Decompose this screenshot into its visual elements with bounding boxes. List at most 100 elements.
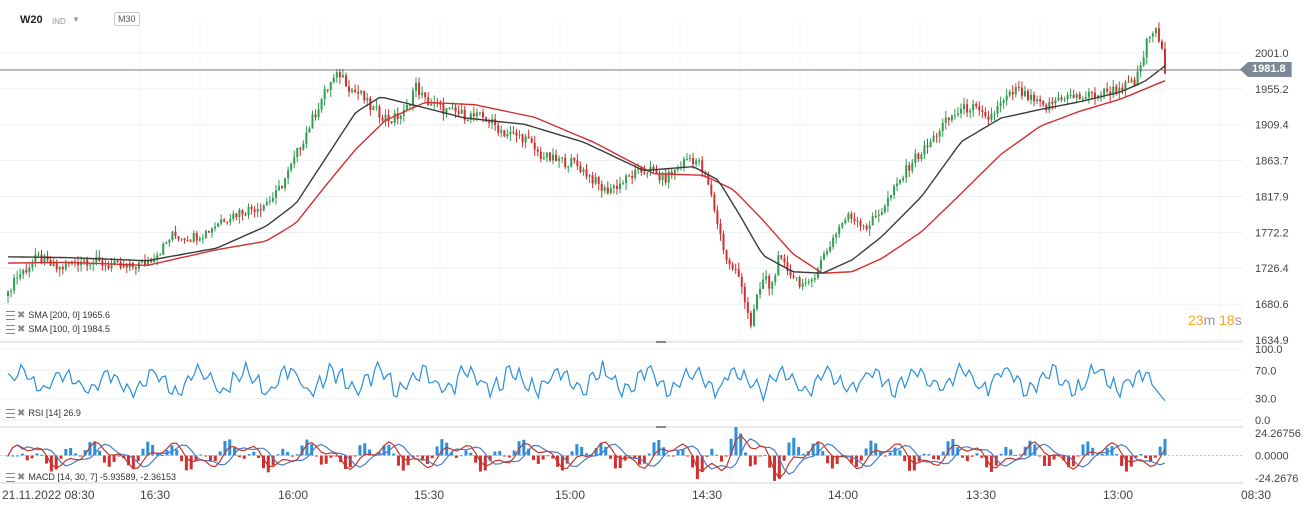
settings-icon[interactable] — [6, 409, 15, 419]
indicator-macd[interactable]: ✖ MACD [14, 30, 7] -5.93589, -2.36153 — [6, 472, 176, 483]
candle-body — [533, 142, 536, 150]
candle-body — [920, 154, 923, 159]
candle-body — [351, 89, 354, 92]
candle-body — [40, 254, 43, 264]
candle-body — [238, 209, 241, 218]
candle-body — [165, 242, 168, 244]
macd-bar — [830, 455, 834, 469]
macd-bar — [208, 455, 212, 462]
candle-body — [1014, 87, 1017, 95]
close-icon[interactable]: ✖ — [17, 408, 26, 419]
symbol-label[interactable]: W20 — [20, 14, 43, 26]
candle-body — [1164, 48, 1166, 74]
macd-axis: 24.26756 0.0000 -24.2676 — [1255, 428, 1301, 485]
macd-bar — [175, 449, 179, 456]
candle-body — [16, 277, 19, 279]
candle-body — [253, 209, 256, 213]
candle-body — [774, 275, 777, 283]
candle-body — [1118, 87, 1121, 93]
macd-bar — [1009, 449, 1013, 456]
close-icon[interactable]: ✖ — [17, 472, 26, 483]
rsi-axis: 100.0 70.0 30.0 0.0 — [1255, 344, 1283, 427]
macd-bar — [170, 445, 174, 456]
macd-bar — [970, 455, 974, 457]
candle-body — [89, 264, 92, 266]
candle-body — [615, 185, 618, 190]
candle-body — [1045, 104, 1048, 111]
candle-body — [1133, 79, 1136, 85]
chevron-down-icon[interactable]: ▼ — [72, 15, 80, 24]
macd-bar — [541, 455, 545, 460]
candle-body — [728, 260, 731, 265]
macd-bar — [989, 455, 993, 472]
macd-bar — [907, 455, 911, 471]
macd-bar — [946, 441, 950, 456]
candle-body — [201, 237, 204, 239]
macd-bar — [575, 444, 579, 456]
macd-bar — [295, 454, 299, 456]
close-icon[interactable]: ✖ — [17, 324, 26, 335]
candle-body — [28, 267, 31, 273]
macd-bar — [922, 453, 926, 456]
candle-body — [326, 89, 329, 91]
settings-icon[interactable] — [6, 311, 15, 321]
macd-bar — [1163, 438, 1167, 456]
macd-bar — [898, 450, 902, 456]
indicator-sma200[interactable]: ✖ SMA [200, 0] 1965.6 — [6, 310, 110, 321]
macd-bar — [705, 455, 709, 457]
macd-bar — [368, 449, 372, 456]
candle-body — [1057, 97, 1060, 101]
candle-body — [969, 110, 972, 113]
candle-body — [746, 302, 749, 313]
candle-body — [664, 173, 667, 183]
candle-body — [847, 213, 850, 220]
candle-body — [899, 180, 902, 184]
macd-bar — [334, 455, 338, 457]
candle-body — [978, 106, 981, 111]
settings-icon[interactable] — [6, 325, 15, 335]
candle-body — [813, 277, 816, 280]
candle-body — [284, 178, 287, 188]
candle-body — [299, 148, 302, 150]
close-icon[interactable]: ✖ — [17, 310, 26, 321]
candle-body — [1130, 79, 1133, 83]
candle-body — [963, 104, 966, 110]
indicator-rsi[interactable]: ✖ RSI [14] 26.9 — [6, 408, 81, 419]
candle-body — [308, 128, 311, 133]
macd-bar — [676, 450, 680, 456]
macd-tick-label: 0.0000 — [1255, 450, 1289, 462]
candle-body — [475, 112, 478, 117]
candle-body — [366, 98, 369, 101]
candle-body — [247, 206, 250, 216]
macd-bar — [801, 453, 805, 456]
candle-body — [37, 254, 40, 256]
settings-icon[interactable] — [6, 473, 15, 483]
candle-body — [685, 158, 688, 160]
macd-bar — [1062, 455, 1066, 461]
candle-body — [719, 223, 722, 235]
macd-bar — [652, 442, 656, 456]
macd-bar — [773, 455, 777, 481]
candle-body — [1066, 94, 1069, 100]
indicator-sma100[interactable]: ✖ SMA [100, 0] 1984.5 — [6, 324, 110, 335]
candle-body — [777, 255, 780, 276]
candle-body — [822, 254, 825, 260]
candle-body — [442, 103, 445, 114]
macd-bar — [748, 455, 752, 467]
macd-bar — [237, 455, 241, 458]
timeframe-selector[interactable]: M30 — [114, 12, 140, 26]
candle-body — [411, 90, 414, 105]
candle-body — [110, 264, 113, 269]
candle-body — [52, 262, 55, 266]
macd-bar — [503, 455, 507, 457]
price-tick-label: 1817.9 — [1255, 191, 1289, 203]
candles — [7, 22, 1166, 329]
candle-body — [357, 91, 360, 94]
candle-body — [58, 266, 61, 270]
macd-bar — [54, 455, 58, 470]
candle-body — [317, 109, 320, 118]
macd-bar — [247, 454, 251, 456]
candle-body — [469, 113, 472, 120]
macd-bar — [1014, 454, 1018, 456]
